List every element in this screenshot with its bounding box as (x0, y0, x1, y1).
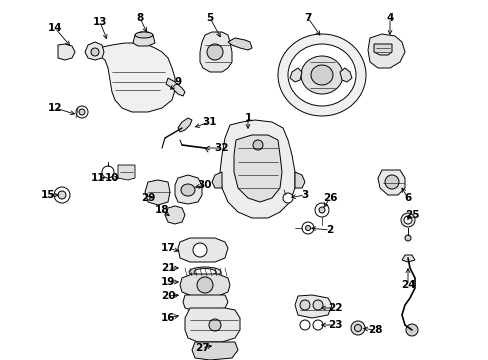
Polygon shape (367, 34, 404, 68)
Circle shape (405, 324, 417, 336)
Text: 14: 14 (48, 23, 62, 33)
Polygon shape (118, 165, 135, 180)
Polygon shape (220, 120, 294, 218)
Circle shape (197, 277, 213, 293)
Text: 5: 5 (206, 13, 213, 23)
Polygon shape (133, 32, 155, 46)
Circle shape (404, 235, 410, 241)
Circle shape (400, 213, 414, 227)
Text: 1: 1 (244, 113, 251, 123)
Polygon shape (294, 172, 305, 188)
Circle shape (350, 321, 364, 335)
Text: 9: 9 (174, 77, 181, 87)
Polygon shape (180, 274, 229, 296)
Circle shape (193, 243, 206, 257)
Text: 4: 4 (386, 13, 393, 23)
Circle shape (206, 44, 223, 60)
Polygon shape (212, 172, 222, 188)
Text: 11: 11 (91, 173, 105, 183)
Text: 31: 31 (203, 117, 217, 127)
Circle shape (305, 225, 310, 230)
Text: 23: 23 (327, 320, 342, 330)
Circle shape (314, 203, 328, 217)
Circle shape (384, 175, 398, 189)
Text: 16: 16 (161, 313, 175, 323)
Polygon shape (178, 238, 227, 262)
Ellipse shape (189, 267, 221, 277)
Circle shape (208, 319, 221, 331)
Text: 21: 21 (161, 263, 175, 273)
Polygon shape (234, 135, 282, 202)
Ellipse shape (287, 44, 355, 106)
Polygon shape (164, 206, 184, 224)
Text: 20: 20 (161, 291, 175, 301)
Ellipse shape (278, 34, 365, 116)
Circle shape (299, 300, 309, 310)
Polygon shape (178, 118, 192, 132)
Circle shape (403, 216, 411, 224)
Text: 3: 3 (301, 190, 308, 200)
Text: 2: 2 (325, 225, 333, 235)
Circle shape (58, 191, 66, 199)
Text: 13: 13 (93, 17, 107, 27)
Text: 12: 12 (48, 103, 62, 113)
Ellipse shape (194, 269, 216, 275)
Polygon shape (227, 38, 251, 50)
Polygon shape (145, 180, 170, 205)
Ellipse shape (301, 56, 342, 94)
Text: 25: 25 (404, 210, 418, 220)
Circle shape (252, 140, 263, 150)
Polygon shape (373, 44, 391, 55)
Circle shape (76, 106, 88, 118)
Circle shape (91, 48, 99, 56)
Polygon shape (175, 175, 202, 204)
Polygon shape (165, 78, 184, 96)
Text: 19: 19 (161, 277, 175, 287)
Polygon shape (294, 295, 331, 318)
Polygon shape (200, 32, 231, 72)
Circle shape (102, 166, 114, 178)
Text: 17: 17 (161, 243, 175, 253)
Text: 15: 15 (41, 190, 55, 200)
Ellipse shape (135, 32, 153, 38)
Text: 22: 22 (327, 303, 342, 313)
Circle shape (312, 320, 323, 330)
Circle shape (299, 320, 309, 330)
Polygon shape (58, 44, 75, 60)
Circle shape (54, 187, 70, 203)
Polygon shape (192, 342, 238, 360)
Text: 32: 32 (214, 143, 229, 153)
Polygon shape (98, 43, 175, 112)
Circle shape (302, 222, 313, 234)
Text: 18: 18 (154, 205, 169, 215)
Circle shape (312, 300, 323, 310)
Polygon shape (401, 255, 414, 262)
Circle shape (283, 193, 292, 203)
Polygon shape (289, 68, 302, 82)
Text: 7: 7 (304, 13, 311, 23)
Text: 24: 24 (400, 280, 414, 290)
Text: 29: 29 (141, 193, 155, 203)
Text: 6: 6 (404, 193, 411, 203)
Circle shape (354, 324, 361, 332)
Ellipse shape (181, 184, 195, 196)
Text: 26: 26 (322, 193, 337, 203)
Circle shape (79, 109, 85, 115)
Polygon shape (85, 42, 104, 60)
Polygon shape (183, 295, 227, 311)
Text: 30: 30 (197, 180, 212, 190)
Text: 27: 27 (194, 343, 209, 353)
Ellipse shape (310, 65, 332, 85)
Polygon shape (377, 170, 404, 195)
Text: 10: 10 (104, 173, 119, 183)
Text: 8: 8 (136, 13, 143, 23)
Polygon shape (184, 308, 240, 342)
Circle shape (318, 207, 325, 213)
Text: 28: 28 (367, 325, 382, 335)
Polygon shape (339, 68, 351, 82)
